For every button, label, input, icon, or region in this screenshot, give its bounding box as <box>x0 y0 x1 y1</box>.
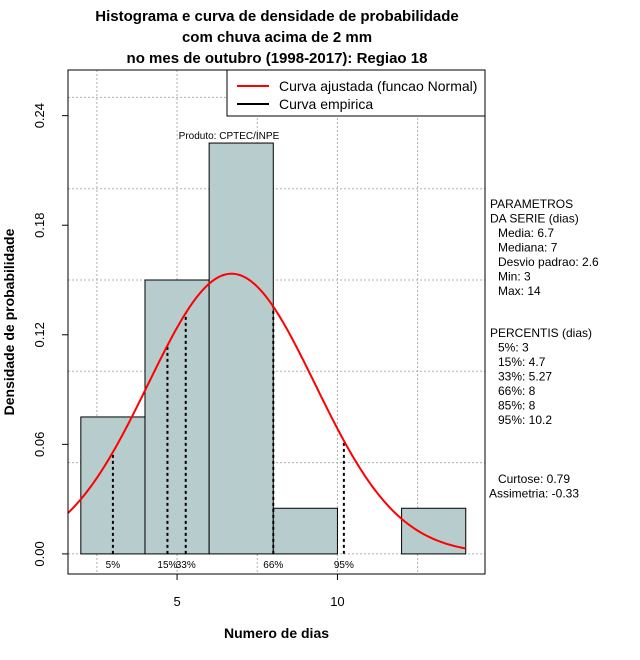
percentile-item: 66%: 8 <box>498 384 536 398</box>
chart-title-line: Histograma e curva de densidade de proba… <box>95 8 458 25</box>
percentile-lines: 5% 15%33% 66% 95% Produto: CPTEC/INPE <box>106 131 354 571</box>
chart-title-line: com chuva acima de 2 mm <box>182 29 372 46</box>
parameter-item: Desvio padrao: 2.6 <box>498 255 599 269</box>
normal-curve <box>67 272 466 550</box>
chart-title: Histograma e curva de densidade de proba… <box>95 8 458 67</box>
histogram-bars <box>80 142 467 555</box>
percentiles-heading: PERCENTIS (dias) <box>490 326 592 340</box>
legend: Curva ajustada (funcao Normal) Curva empi… <box>226 69 486 117</box>
percentile-label: 33% <box>176 560 196 571</box>
percentile-item: 95%: 10.2 <box>498 413 552 427</box>
histogram-bar <box>272 507 338 555</box>
percentile-label: 95% <box>334 560 354 571</box>
percentile-item: 33%: 5.27 <box>498 370 552 384</box>
y-tick-label: 0.24 <box>32 103 47 128</box>
parameter-item: Media: 6.7 <box>498 226 554 240</box>
source-note: Produto: CPTEC/INPE <box>179 131 280 142</box>
x-tick-label: 5 <box>173 594 180 609</box>
y-tick-label: 0.18 <box>32 213 47 238</box>
legend-label: Curva empirica <box>279 96 373 112</box>
legend-label: Curva ajustada (funcao Normal) <box>279 78 477 94</box>
shape-statistic: Curtose: 0.79 <box>498 472 570 486</box>
y-axis: 0.00 0.06 0.12 0.18 0.24 Densidade de probabi… <box>1 103 68 567</box>
y-tick-label: 0.12 <box>32 322 47 347</box>
percentile-label: 66% <box>263 560 283 571</box>
percentile-item: 5%: 3 <box>498 341 529 355</box>
percentile-label: 5% <box>106 560 121 571</box>
x-axis: 5 10 Numero de dias <box>173 574 345 641</box>
shape-statistic: Assimetria: -0.33 <box>489 487 579 501</box>
x-tick-label: 10 <box>330 594 344 609</box>
histogram-bar <box>208 142 274 555</box>
percentile-item: 85%: 8 <box>498 399 536 413</box>
legend-box <box>226 69 486 117</box>
y-tick-label: 0.00 <box>32 541 47 566</box>
parameter-item: Mediana: 7 <box>498 241 558 255</box>
normal-fit-curve <box>67 272 466 550</box>
parameter-item: Min: 3 <box>498 270 531 284</box>
parameters-heading: DA SERIE (dias) <box>490 212 579 226</box>
y-axis-label: Densidade de probabilidade <box>1 228 17 415</box>
y-tick-label: 0.06 <box>32 432 47 457</box>
histogram-bar <box>401 507 467 555</box>
chart-title-line: no mes de outubro (1998-2017): Regiao 18 <box>127 50 428 67</box>
parameters-heading: PARAMETROS <box>490 197 573 211</box>
percentile-label: 15% <box>157 560 177 571</box>
histogram-bar <box>144 279 210 555</box>
percentile-item: 15%: 4.7 <box>498 355 546 369</box>
parameter-item: Max: 14 <box>498 284 541 298</box>
x-axis-label: Numero de dias <box>224 625 329 641</box>
